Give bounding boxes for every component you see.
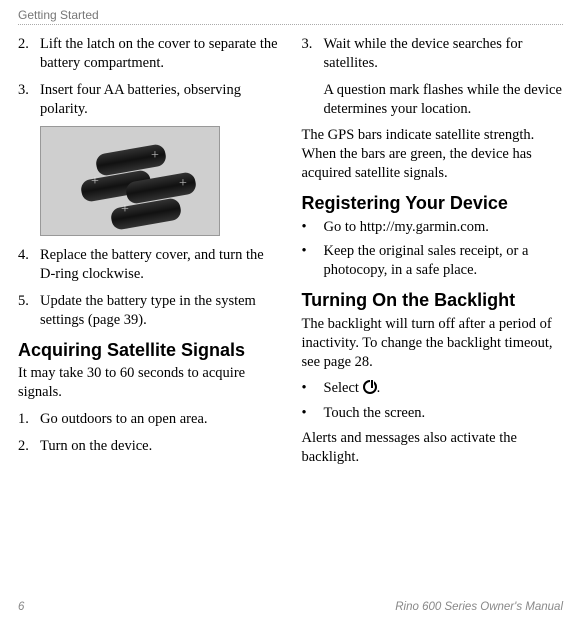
list-number: 2. [18,437,40,456]
content-columns: 2. Lift the latch on the cover to separa… [18,35,563,475]
list-number: 5. [18,292,40,330]
list-text: Turn on the device. [40,437,280,456]
manual-title: Rino 600 Series Owner's Manual [395,601,563,613]
list-text: Go outdoors to an open area. [40,410,280,429]
list-number: 3. [302,35,324,73]
list-item: 2. Turn on the device. [18,437,280,456]
select-label: Select [324,380,363,396]
select-suffix: . [377,380,381,396]
bullet: • [302,379,324,398]
list-text: Wait while the device searches for satel… [324,35,564,73]
list-item: • Touch the screen. [302,404,564,423]
left-column: 2. Lift the latch on the cover to separa… [18,35,280,475]
right-column: 3. Wait while the device searches for sa… [302,35,564,475]
heading-backlight: Turning On the Backlight [302,290,564,311]
footer: 6 Rino 600 Series Owner's Manual [18,601,563,613]
list-text: Go to http://my.garmin.com. [324,218,564,237]
bullet: • [302,218,324,237]
list-text: Update the battery type in the system se… [40,292,280,330]
heading-acquiring-signals: Acquiring Satellite Signals [18,340,280,361]
list-item: 1. Go outdoors to an open area. [18,410,280,429]
paragraph: The backlight will turn off after a peri… [302,315,564,372]
page-number: 6 [18,601,24,613]
list-number: 1. [18,410,40,429]
list-number: 4. [18,246,40,284]
list-text: Insert four AA batteries, observing pola… [40,81,280,119]
list-subtext: A question mark flashes while the device… [324,81,564,119]
list-item: • Keep the original sales receipt, or a … [302,242,564,280]
battery-image: + + + + [40,126,220,236]
header-rule [18,24,563,25]
heading-registering: Registering Your Device [302,193,564,214]
list-text: Keep the original sales receipt, or a ph… [324,242,564,280]
paragraph: Alerts and messages also activate the ba… [302,429,564,467]
list-item: 4. Replace the battery cover, and turn t… [18,246,280,284]
list-text: Replace the battery cover, and turn the … [40,246,280,284]
list-text: Touch the screen. [324,404,564,423]
list-text: Lift the latch on the cover to separate … [40,35,280,73]
list-number: 3. [18,81,40,119]
paragraph: The GPS bars indicate satellite strength… [302,126,564,183]
list-item: 5. Update the battery type in the system… [18,292,280,330]
list-number: 2. [18,35,40,73]
bullet: • [302,404,324,423]
paragraph: It may take 30 to 60 seconds to acquire … [18,364,280,402]
power-icon [363,380,377,394]
list-item: 2. Lift the latch on the cover to separa… [18,35,280,73]
list-item: 3. Wait while the device searches for sa… [302,35,564,73]
list-item: • Go to http://my.garmin.com. [302,218,564,237]
list-item: • Select . [302,379,564,398]
running-header: Getting Started [18,8,563,22]
bullet: • [302,242,324,280]
list-item: 3. Insert four AA batteries, observing p… [18,81,280,119]
list-text: Select . [324,379,564,398]
